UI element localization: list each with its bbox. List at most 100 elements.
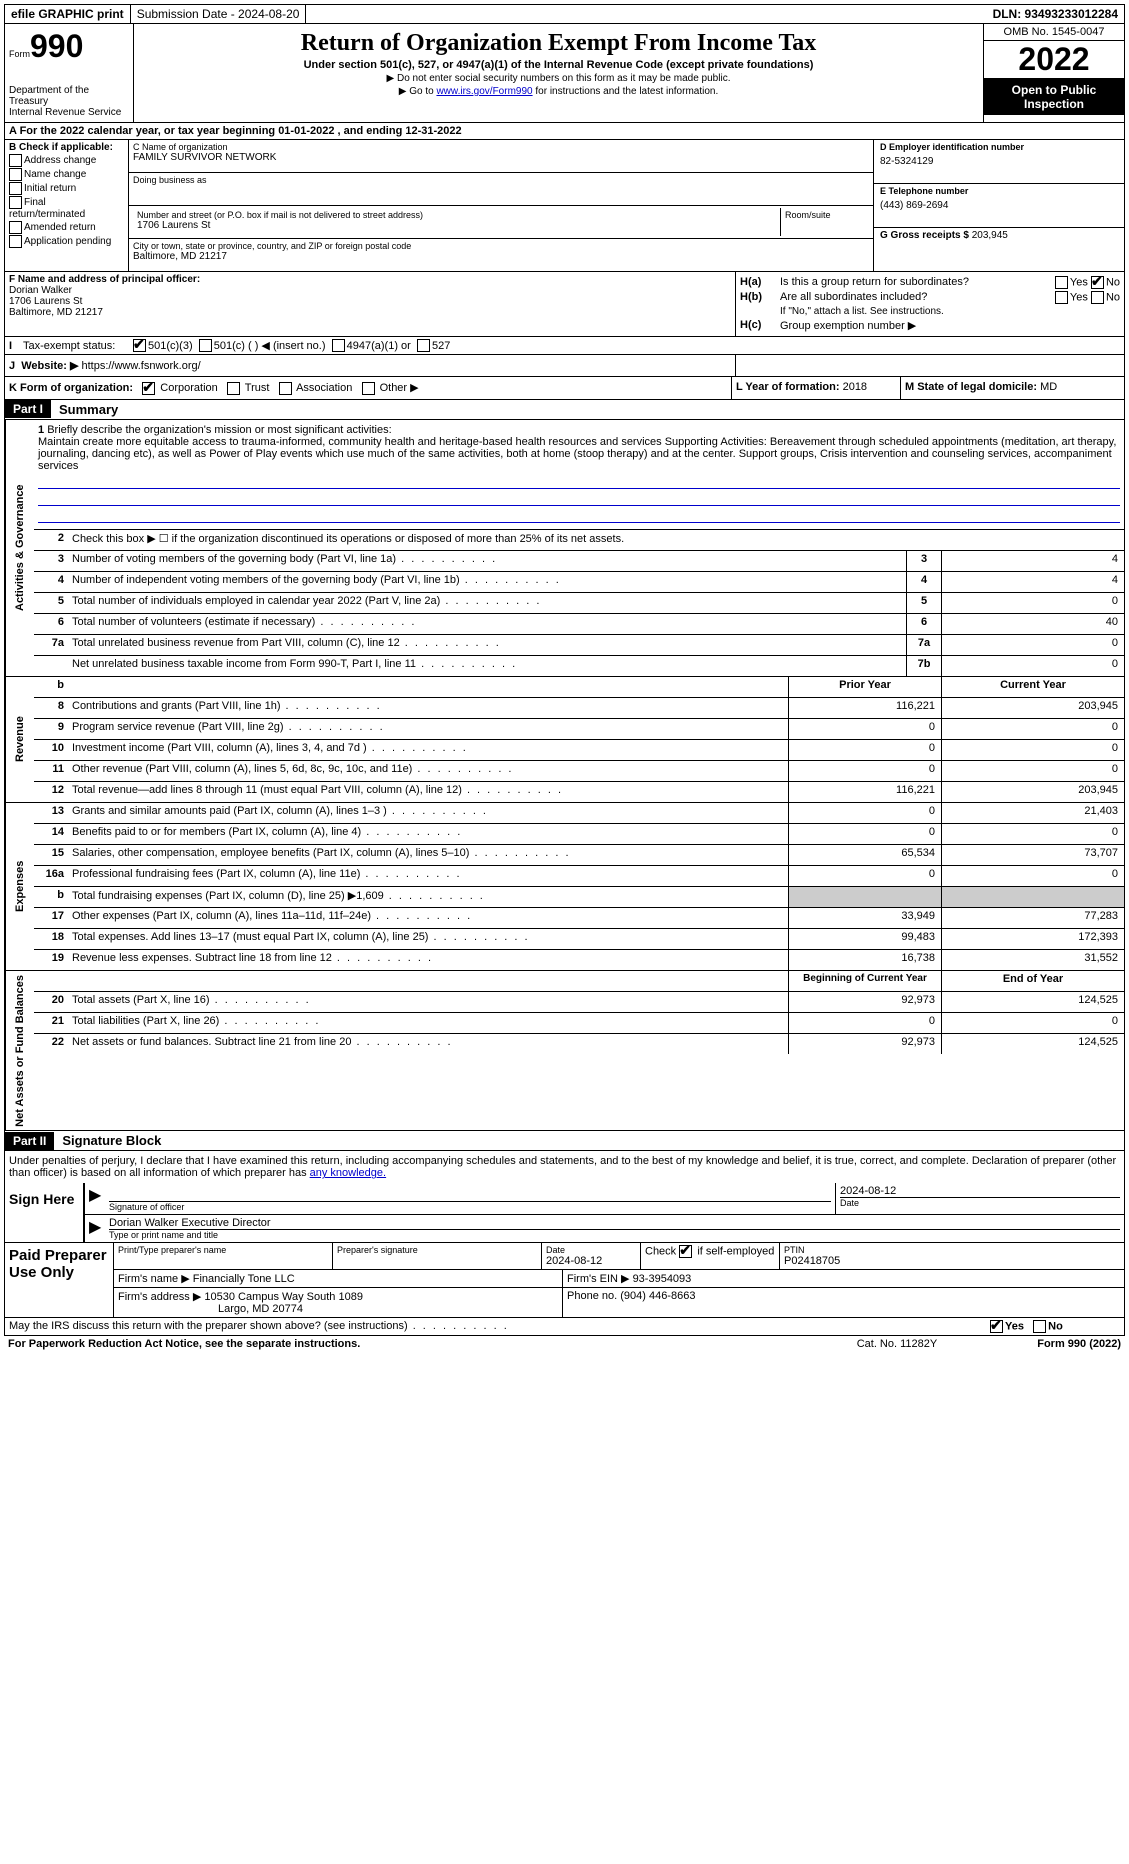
table-row: 4Number of independent voting members of… xyxy=(34,572,1124,593)
paid-preparer: Paid Preparer Use Only Print/Type prepar… xyxy=(4,1243,1125,1318)
firm-ein: 93-3954093 xyxy=(633,1273,692,1285)
check-other[interactable] xyxy=(362,382,375,395)
ptin: P02418705 xyxy=(784,1255,840,1267)
expenses-section: Expenses 13Grants and similar amounts pa… xyxy=(4,803,1125,971)
col-d: D Employer identification number 82-5324… xyxy=(873,140,1124,271)
ha-yes[interactable] xyxy=(1055,276,1068,289)
check-name[interactable]: Name change xyxy=(9,168,124,181)
header-left: Form990 Department of the Treasury Inter… xyxy=(5,24,134,122)
table-row: 7aTotal unrelated business revenue from … xyxy=(34,635,1124,656)
check-4947[interactable] xyxy=(332,339,345,352)
check-trust[interactable] xyxy=(227,382,240,395)
table-row: 20Total assets (Part X, line 16)92,97312… xyxy=(34,992,1124,1013)
table-row: 12Total revenue—add lines 8 through 11 (… xyxy=(34,782,1124,802)
may-irs-yes[interactable] xyxy=(990,1320,1003,1333)
officer-street: 1706 Laurens St xyxy=(9,296,731,307)
submission-date: Submission Date - 2024-08-20 xyxy=(131,5,307,23)
check-corp[interactable] xyxy=(142,382,155,395)
mission-block: 1 Briefly describe the organization's mi… xyxy=(34,420,1124,530)
row-a: A For the 2022 calendar year, or tax yea… xyxy=(4,123,1125,140)
table-row: 10Investment income (Part VIII, column (… xyxy=(34,740,1124,761)
col-h: H(a) Is this a group return for subordin… xyxy=(736,272,1124,336)
section-bc: B Check if applicable: Address change Na… xyxy=(4,140,1125,272)
check-address[interactable]: Address change xyxy=(9,154,124,167)
check-initial[interactable]: Initial return xyxy=(9,182,124,195)
check-501c3[interactable] xyxy=(133,339,146,352)
header-center: Return of Organization Exempt From Incom… xyxy=(134,24,983,122)
check-amended[interactable]: Amended return xyxy=(9,221,124,234)
row-k: K Form of organization: Corporation Trus… xyxy=(4,377,1125,400)
irs-link[interactable]: www.irs.gov/Form990 xyxy=(436,86,532,97)
hb-note: If "No," attach a list. See instructions… xyxy=(740,306,1120,317)
h-c-row: H(c) Group exemption number ▶ xyxy=(740,319,1120,332)
form-page: Form 990 (2022) xyxy=(1037,1338,1121,1350)
dln: DLN: 93493233012284 xyxy=(987,5,1124,23)
check-527[interactable] xyxy=(417,339,430,352)
table-row: bTotal fundraising expenses (Part IX, co… xyxy=(34,887,1124,908)
officer-name: Dorian Walker xyxy=(9,285,731,296)
line-2: 2 Check this box ▶ ☐ if the organization… xyxy=(34,530,1124,551)
table-row: 15Salaries, other compensation, employee… xyxy=(34,845,1124,866)
org-name: FAMILY SURVIVOR NETWORK xyxy=(133,152,869,163)
check-501c[interactable] xyxy=(199,339,212,352)
side-net: Net Assets or Fund Balances xyxy=(5,971,34,1131)
side-ag: Activities & Governance xyxy=(5,420,34,676)
phone-row: E Telephone number (443) 869-2694 xyxy=(874,184,1124,228)
efile-label: efile GRAPHIC print xyxy=(5,5,131,23)
part1-header: Part I Summary xyxy=(4,400,1125,420)
paperwork-notice: For Paperwork Reduction Act Notice, see … xyxy=(8,1338,360,1350)
activities-governance: Activities & Governance 1 Briefly descri… xyxy=(4,420,1125,677)
section-fh: F Name and address of principal officer:… xyxy=(4,272,1125,337)
may-irs-no[interactable] xyxy=(1033,1320,1046,1333)
check-final[interactable]: Final return/terminated xyxy=(9,196,124,220)
col-f: F Name and address of principal officer:… xyxy=(5,272,736,336)
city: Baltimore, MD 21217 xyxy=(133,251,869,262)
net-assets-section: Net Assets or Fund Balances Beginning of… xyxy=(4,971,1125,1132)
phone: (443) 869-2694 xyxy=(880,200,1118,211)
h-b-row: H(b) Are all subordinates included? Yes … xyxy=(740,291,1120,304)
officer-name-title: Dorian Walker Executive Director xyxy=(109,1217,1120,1229)
signature-block: Under penalties of perjury, I declare th… xyxy=(4,1151,1125,1243)
sign-here-row: Sign Here ▶ Signature of officer 2024-08… xyxy=(5,1183,1124,1242)
dba-row: Doing business as xyxy=(129,173,873,206)
omb-number: OMB No. 1545-0047 xyxy=(984,24,1124,41)
hb-yes[interactable] xyxy=(1055,291,1068,304)
officer-city: Baltimore, MD 21217 xyxy=(9,307,731,318)
prep-phone: (904) 446-8663 xyxy=(620,1290,695,1302)
city-row: City or town, state or province, country… xyxy=(129,239,873,271)
check-assoc[interactable] xyxy=(279,382,292,395)
website: https://www.fsnwork.org/ xyxy=(81,360,200,372)
prep-row-2: Firm's name ▶ Financially Tone LLC Firm'… xyxy=(114,1270,1124,1288)
row-j: J Website: ▶ https://www.fsnwork.org/ xyxy=(4,355,1125,377)
table-row: 14Benefits paid to or for members (Part … xyxy=(34,824,1124,845)
h-a-row: H(a) Is this a group return for subordin… xyxy=(740,276,1120,289)
revenue-section: Revenue b Prior Year Current Year 8Contr… xyxy=(4,677,1125,803)
hb-no[interactable] xyxy=(1091,291,1104,304)
gross-row: G Gross receipts $ 203,945 xyxy=(874,228,1124,271)
check-pending[interactable]: Application pending xyxy=(9,235,124,248)
may-irs-row: May the IRS discuss this return with the… xyxy=(4,1318,1125,1336)
form-number: 990 xyxy=(30,28,83,64)
firm-addr: 10530 Campus Way South 1089 xyxy=(204,1291,363,1303)
table-row: 16aProfessional fundraising fees (Part I… xyxy=(34,866,1124,887)
header-right: OMB No. 1545-0047 2022 Open to Public In… xyxy=(983,24,1124,122)
top-bar: efile GRAPHIC print Submission Date - 20… xyxy=(4,4,1125,24)
table-row: 18Total expenses. Add lines 13–17 (must … xyxy=(34,929,1124,950)
net-header: Beginning of Current Year End of Year xyxy=(34,971,1124,992)
table-row: 13Grants and similar amounts paid (Part … xyxy=(34,803,1124,824)
b-label: B Check if applicable: xyxy=(9,142,124,153)
form-subtitle: Under section 501(c), 527, or 4947(a)(1)… xyxy=(138,59,979,71)
prep-row-3: Firm's address ▶ 10530 Campus Way South … xyxy=(114,1288,1124,1317)
part2-header: Part II Signature Block xyxy=(4,1131,1125,1151)
dept-label: Department of the Treasury xyxy=(9,85,129,107)
table-row: Net unrelated business taxable income fr… xyxy=(34,656,1124,676)
state-domicile: MD xyxy=(1040,381,1057,393)
table-row: 8Contributions and grants (Part VIII, li… xyxy=(34,698,1124,719)
knowledge-link[interactable]: any knowledge. xyxy=(310,1167,386,1179)
ha-no[interactable] xyxy=(1091,276,1104,289)
table-row: 22Net assets or fund balances. Subtract … xyxy=(34,1034,1124,1054)
check-self-emp[interactable] xyxy=(679,1245,692,1258)
table-row: 21Total liabilities (Part X, line 26)00 xyxy=(34,1013,1124,1034)
rev-header: b Prior Year Current Year xyxy=(34,677,1124,698)
table-row: 17Other expenses (Part IX, column (A), l… xyxy=(34,908,1124,929)
